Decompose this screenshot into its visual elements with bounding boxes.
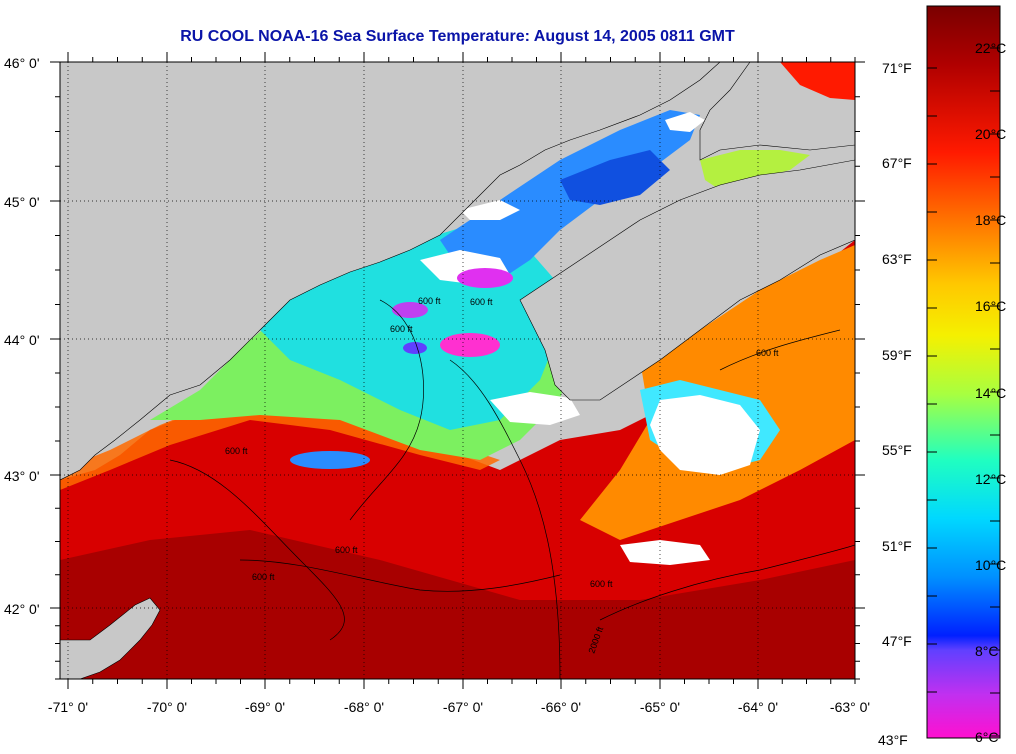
celsius-label: 10°C [975,557,1006,573]
graticule [60,62,855,679]
fahrenheit-labels: 71°F 67°F 63°F 59°F 55°F 51°F 47°F 43°F [878,60,912,748]
cold-pool [440,333,500,357]
cold-pool [290,451,370,469]
cloud-patch [460,200,520,220]
colorbar-ticks [927,47,1000,737]
cloud-patch [665,112,705,132]
fahrenheit-label: 55°F [882,442,912,458]
lon-label: -66° 0' [541,699,581,715]
celsius-labels: 22°C 20°C 18°C 16°C 14°C 12°C 10°C 8°C 6… [975,40,1006,745]
lat-label: 45° 0' [4,194,40,210]
cloud-patch [650,395,760,475]
cold-pool [457,268,513,288]
cloud-patch [620,540,710,565]
lon-label: -68° 0' [344,699,384,715]
celsius-label: 22°C [975,40,1006,56]
fahrenheit-label: 43°F [878,732,908,748]
fahrenheit-label: 47°F [882,633,912,649]
contour-label: 600 ft [225,446,248,456]
celsius-label: 8°C [975,643,999,659]
lat-label: 44° 0' [4,332,40,348]
colorbar [926,5,1001,739]
lon-label: -65° 0' [640,699,680,715]
cloud-patch [490,392,580,425]
lon-label: -69° 0' [245,699,285,715]
lon-label: -71° 0' [48,699,88,715]
contour-label: 600 ft [418,296,441,306]
contour-label: 600 ft [756,348,779,358]
map-border [59,61,856,680]
celsius-label: 20°C [975,126,1006,142]
celsius-label: 6°C [975,729,999,745]
celsius-label: 12°C [975,471,1006,487]
contour-label: 600 ft [390,324,413,334]
map-title: RU COOL NOAA-16 Sea Surface Temperature:… [180,28,735,45]
bathymetry-contours [169,299,855,679]
lon-label: -70° 0' [147,699,187,715]
lon-label: -64° 0' [738,699,778,715]
contour-label: 600 ft [470,297,493,307]
celsius-label: 16°C [975,298,1006,314]
longitude-labels: -71° 0' -70° 0' -69° 0' -68° 0' -67° 0' … [48,699,870,715]
fahrenheit-label: 59°F [882,347,912,363]
cold-pool [392,302,428,318]
bay-of-fundy-deep-blue [560,150,670,205]
lon-label: -63° 0' [830,699,870,715]
fahrenheit-label: 51°F [882,538,912,554]
nova-scotia-land [519,159,855,401]
cape-cod-land [60,597,161,679]
minas-basin [700,150,810,190]
map-ticks [50,52,865,689]
cold-pool [403,342,427,354]
contour-label: 600 ft [590,579,613,589]
lat-label: 42° 0' [4,601,40,617]
lat-label: 43° 0' [4,468,40,484]
massachusetts-coast [60,62,721,481]
fahrenheit-label: 67°F [882,155,912,171]
contour-label: 600 ft [335,545,358,555]
lon-label: -67° 0' [443,699,483,715]
pei-warm [780,62,855,100]
celsius-label: 18°C [975,212,1006,228]
fahrenheit-label: 63°F [882,251,912,267]
deep-warm-sea [60,530,855,679]
fahrenheit-label: 71°F [882,60,912,76]
lat-label: 46° 0' [4,55,40,71]
latitude-labels: 46° 0' 45° 0' 44° 0' 43° 0' 42° 0' [4,55,40,617]
contour-label: 600 ft [252,572,275,582]
celsius-label: 14°C [975,385,1006,401]
